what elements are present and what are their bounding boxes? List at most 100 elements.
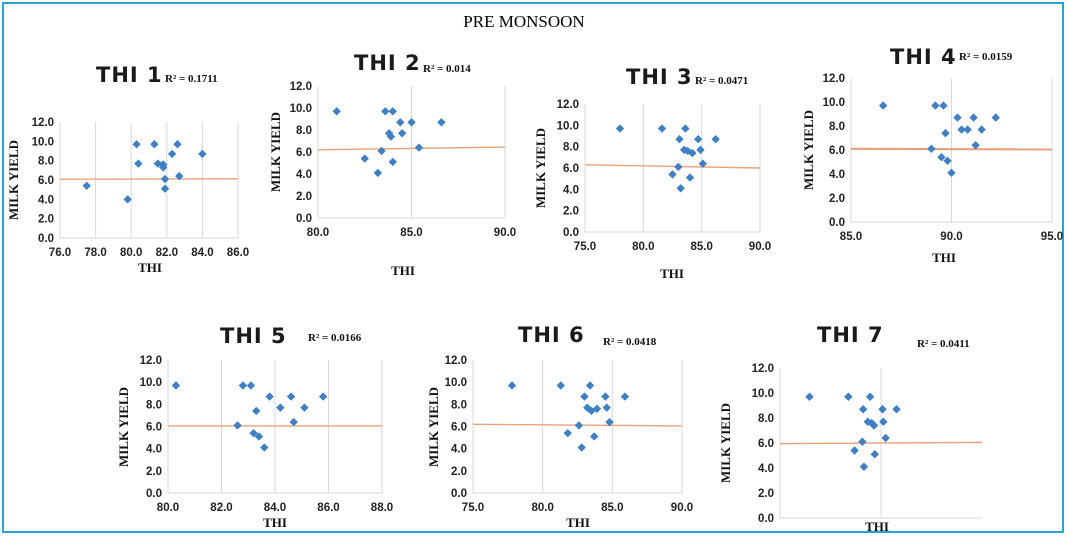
trend-line (779, 441, 983, 445)
y-tick-label: 12.0 (752, 363, 774, 375)
data-point (332, 107, 341, 116)
y-tick-label: 10.0 (557, 120, 579, 132)
x-tick-label: 85.0 (690, 241, 712, 253)
y-tick-label: 2.0 (829, 193, 845, 205)
x-tick-label: 90.0 (671, 502, 693, 514)
y-tick-label: 4.0 (296, 169, 312, 181)
data-point (991, 113, 1000, 122)
data-point (82, 181, 91, 190)
x-tick-label: 80.0 (632, 241, 654, 253)
data-point (360, 154, 369, 163)
r-squared-label: R² = 0.0166 (308, 332, 362, 344)
y-tick-label: 12.0 (557, 99, 579, 111)
y-tick-label: 4.0 (451, 444, 467, 456)
data-point (397, 129, 407, 138)
data-point (265, 392, 274, 401)
data-point (150, 140, 159, 149)
y-tick-label: 0.0 (451, 488, 467, 500)
data-point (159, 163, 168, 172)
data-point (858, 437, 867, 446)
x-tick-label: 80.0 (120, 247, 142, 259)
data-point (878, 101, 888, 110)
page-title: PRE MONSOON (463, 12, 585, 31)
y-tick-label: 6.0 (563, 163, 579, 175)
chart-thi-2: 0.0 2.0 4.0 6.0 8.0 10.0 12.0 80.0 85.0 90.0 THI 2… (268, 51, 516, 278)
data-point (396, 118, 405, 127)
data-point (249, 428, 258, 438)
x-tick-label: 76.0 (49, 247, 71, 259)
x-axis-label: THI (138, 260, 162, 275)
y-tick-label: 10.0 (290, 103, 312, 115)
y-tick-label: 4.0 (829, 169, 845, 181)
data-point (696, 145, 705, 155)
chart-thi-6: 0.0 2.0 4.0 6.0 8.0 10.0 12.0 75.0 80.0 85.0 90.0 T… (426, 323, 693, 530)
x-axis-label: THI (660, 266, 684, 281)
y-tick-label: 4.0 (563, 184, 579, 196)
x-tick-label: 90.0 (940, 231, 962, 243)
r-squared-label: R² = 0.0471 (695, 75, 748, 87)
data-point (134, 159, 143, 168)
data-point (892, 405, 901, 414)
x-axis-label: THI (263, 515, 287, 530)
x-tick-label: 80.0 (157, 502, 179, 514)
data-point (681, 124, 690, 133)
chart-title: THI 4 (890, 45, 957, 69)
data-point (878, 405, 887, 414)
r-squared-label: R² = 0.0159 (959, 51, 1013, 63)
y-tick-label: 2.0 (451, 466, 467, 478)
y-tick-label: 0.0 (38, 233, 54, 245)
data-point (574, 421, 584, 430)
chart-thi-3: 0.0 2.0 4.0 6.0 8.0 10.0 12.0 75.0 80.0 85.0 90.0 T… (533, 65, 771, 281)
y-tick-label: 12.0 (140, 355, 162, 367)
data-point (388, 107, 397, 116)
data-point (615, 124, 625, 133)
y-tick-label: 12.0 (32, 117, 54, 129)
data-point (300, 403, 309, 412)
data-point (620, 392, 630, 401)
chart-thi-5: 0.0 2.0 4.0 6.0 8.0 10.0 12.0 80.0 82.0 84.0 86.0 8… (116, 324, 393, 530)
data-point (870, 450, 879, 459)
data-point (173, 140, 182, 149)
data-point (198, 149, 207, 159)
y-tick-label: 12.0 (290, 81, 312, 93)
data-point (879, 417, 888, 426)
y-tick-label: 6.0 (451, 422, 467, 434)
y-tick-label: 8.0 (451, 399, 467, 411)
data-point (171, 381, 181, 390)
y-tick-label: 8.0 (296, 125, 312, 137)
y-tick-label: 8.0 (146, 399, 162, 411)
data-point (381, 107, 390, 116)
data-point (711, 135, 720, 144)
x-axis-label: THI (865, 519, 889, 534)
data-point (969, 113, 978, 122)
chart-title: THI 1 (96, 63, 163, 87)
x-tick-label: 84.0 (191, 247, 213, 259)
y-tick-label: 0.0 (146, 488, 162, 500)
data-point (971, 141, 980, 150)
data-point (123, 195, 132, 204)
x-tick-label: 90.0 (749, 241, 771, 253)
y-tick-label: 2.0 (758, 488, 774, 500)
data-point (943, 156, 952, 165)
data-point (377, 146, 386, 156)
data-point (577, 443, 586, 452)
data-point (693, 135, 703, 144)
data-point (373, 168, 383, 178)
chart-thi-4: 0.0 2.0 4.0 6.0 8.0 10.0 12.0 85.0 90.0 95.0 THI 4… (801, 45, 1063, 265)
data-point (407, 118, 416, 127)
data-point (881, 433, 890, 443)
chart-thi-7: 0.0 2.0 4.0 6.0 8.0 10.0 12.0 THI 7 R² = 0.0411 T… (718, 323, 983, 534)
y-tick-label: 8.0 (38, 156, 54, 168)
y-tick-label: 8.0 (829, 121, 845, 133)
x-tick-label: 80.0 (307, 227, 329, 239)
data-point (246, 381, 256, 390)
data-point (132, 140, 141, 149)
y-tick-label: 6.0 (38, 175, 54, 187)
x-tick-label: 75.0 (462, 502, 484, 514)
data-point (414, 143, 424, 152)
data-point (977, 125, 986, 134)
data-point (858, 405, 868, 414)
y-tick-label: 12.0 (823, 73, 845, 85)
chart-title: THI 7 (817, 323, 884, 347)
data-point (580, 392, 589, 401)
